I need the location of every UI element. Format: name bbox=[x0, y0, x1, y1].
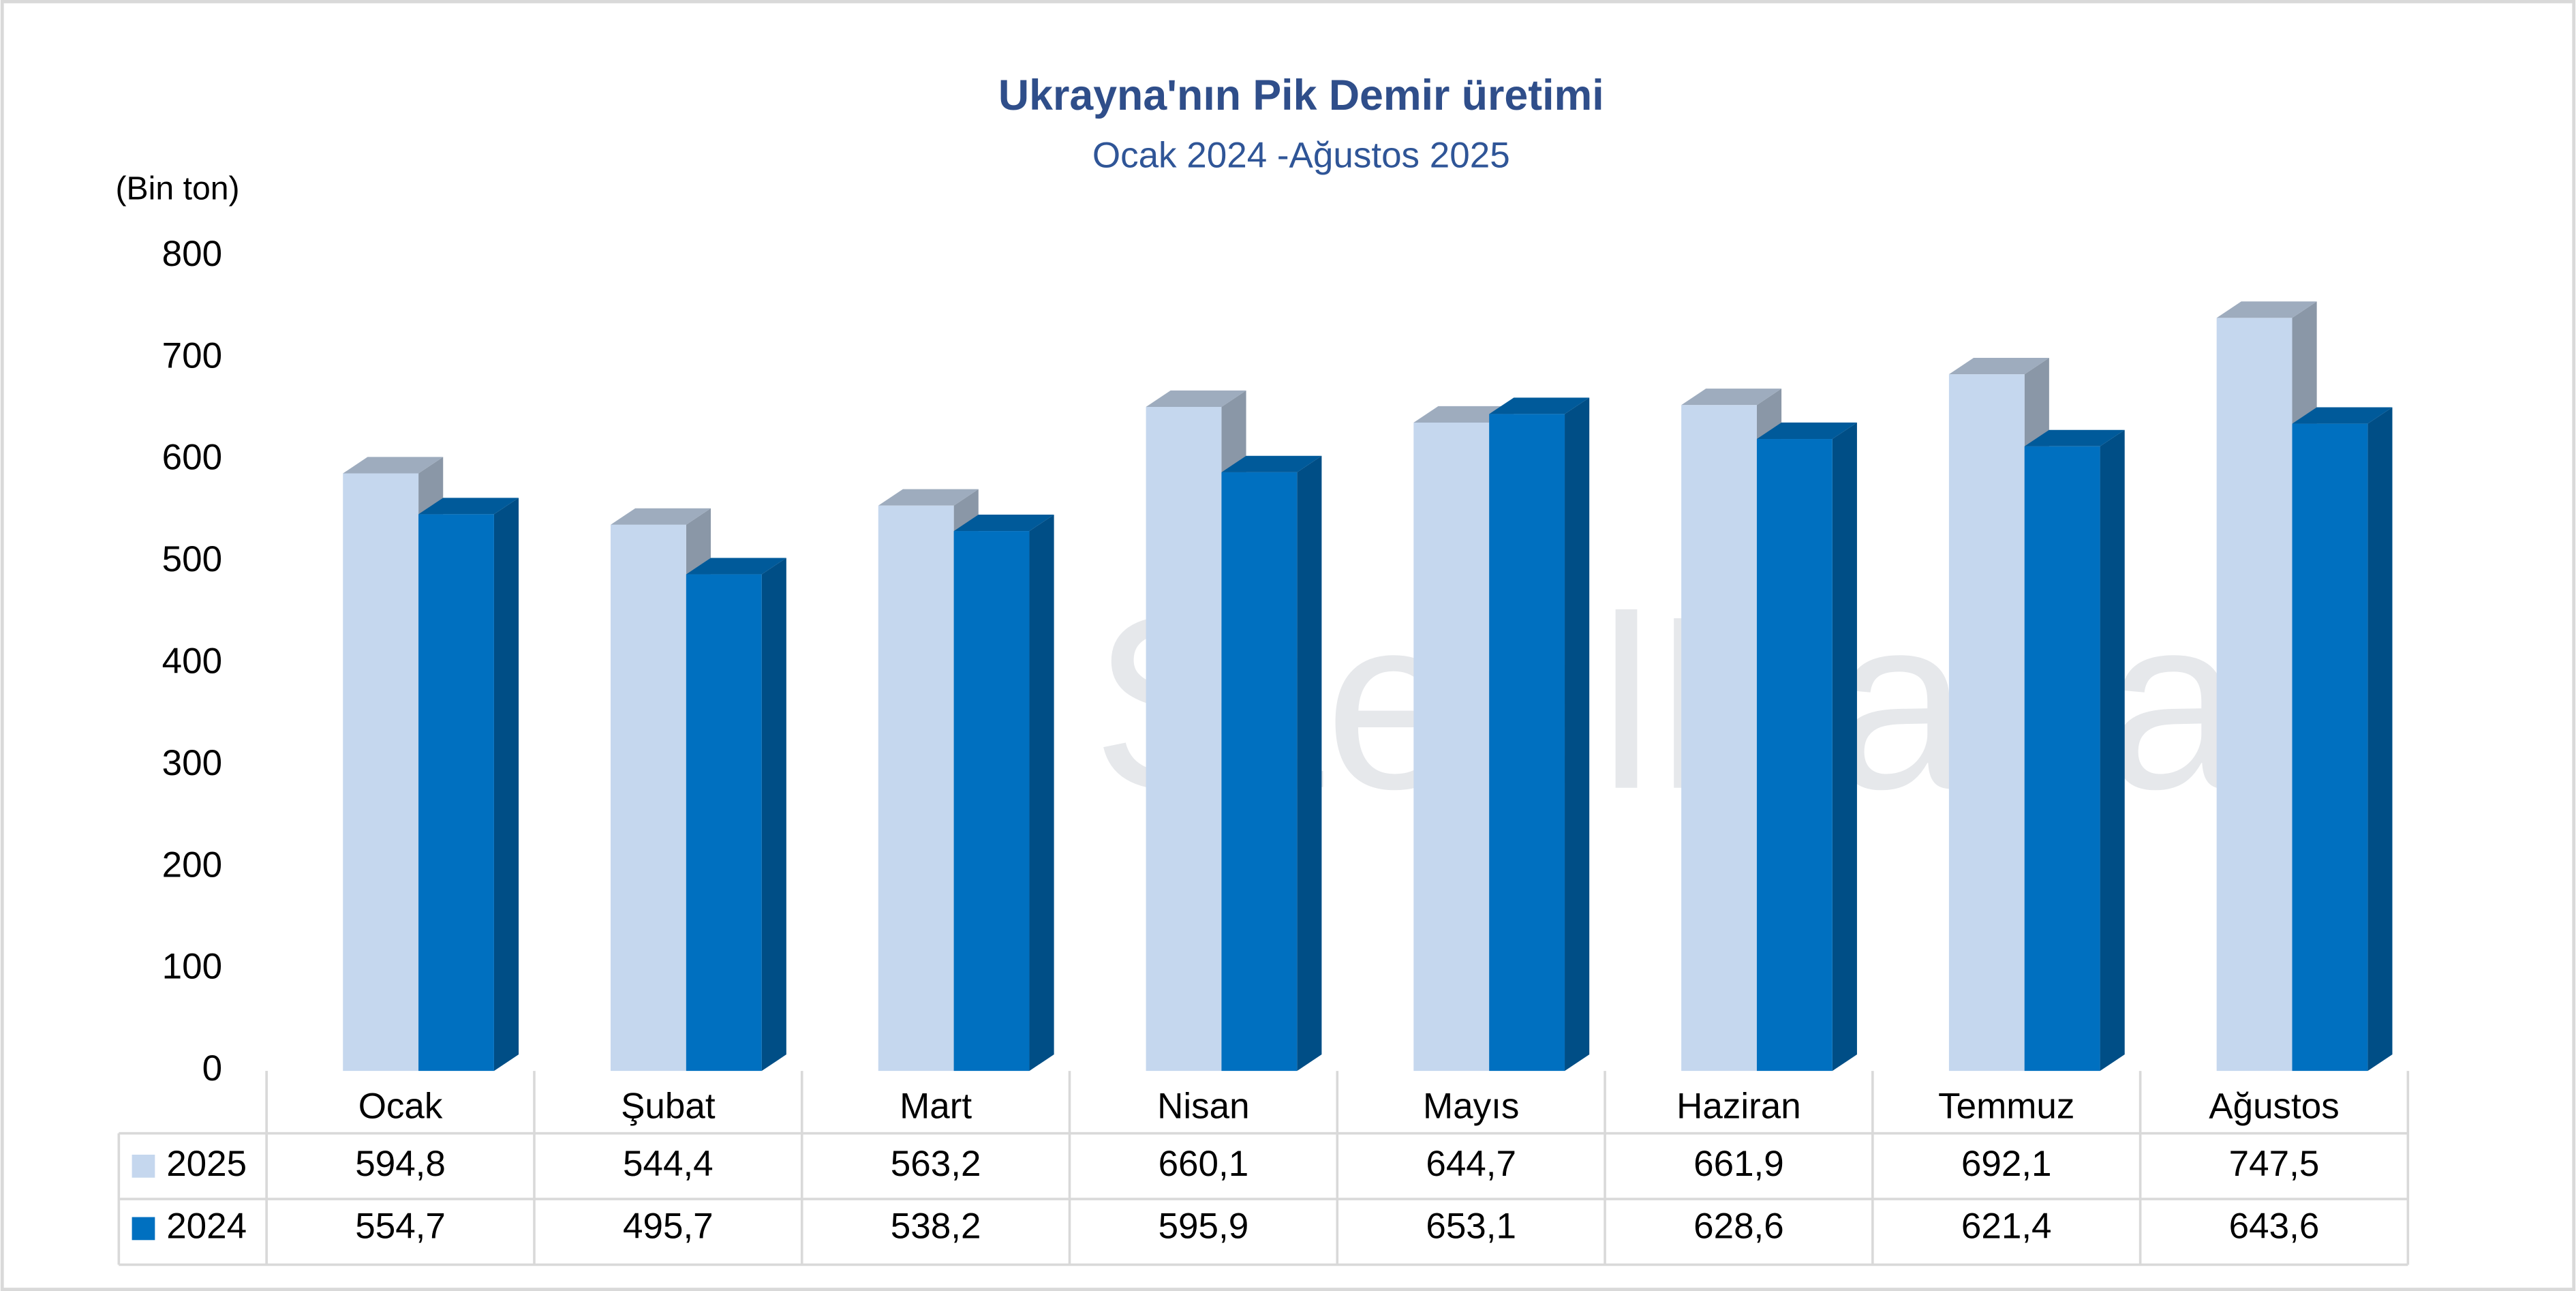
table-value: 644,7 bbox=[1426, 1144, 1516, 1184]
bar bbox=[1681, 405, 1757, 1072]
bar-top bbox=[1489, 397, 1590, 414]
bar-side bbox=[761, 558, 786, 1072]
table-value: 661,9 bbox=[1693, 1144, 1784, 1184]
table-value: 495,7 bbox=[623, 1206, 714, 1246]
chart-title: Ukrayna'nın Pik Demir üretimi bbox=[998, 72, 1604, 119]
table-value: 563,2 bbox=[891, 1144, 981, 1184]
y-tick-label: 400 bbox=[162, 641, 222, 682]
bar bbox=[1489, 414, 1565, 1072]
x-tick-label: Ağustos bbox=[2209, 1087, 2340, 1127]
bar bbox=[878, 505, 954, 1072]
table-value: 628,6 bbox=[1693, 1206, 1784, 1246]
table-value: 554,7 bbox=[355, 1206, 446, 1246]
x-tick-label: Temmuz bbox=[1938, 1087, 2074, 1127]
table-value: 660,1 bbox=[1159, 1144, 1249, 1184]
table-value: 595,9 bbox=[1159, 1206, 1249, 1246]
bar-side bbox=[493, 498, 519, 1072]
bar-top bbox=[2216, 301, 2317, 318]
x-tick-label: Mayıs bbox=[1423, 1087, 1519, 1127]
table-value: 692,1 bbox=[1961, 1144, 2052, 1184]
y-tick-label: 200 bbox=[162, 845, 222, 885]
bar-top bbox=[1221, 455, 1322, 472]
y-tick-label: 800 bbox=[162, 234, 222, 274]
bar bbox=[1756, 439, 1833, 1072]
x-tick-label: Mart bbox=[900, 1087, 972, 1127]
legend-label: 2024 bbox=[166, 1206, 247, 1246]
bar bbox=[2216, 318, 2293, 1072]
y-tick-label: 700 bbox=[162, 335, 222, 376]
bar-side bbox=[1565, 397, 1590, 1072]
y-axis-label: (Bin ton) bbox=[115, 170, 239, 207]
bar-top bbox=[343, 457, 444, 474]
table-value: 747,5 bbox=[2229, 1144, 2320, 1184]
y-tick-label: 500 bbox=[162, 539, 222, 579]
x-tick-label: Haziran bbox=[1676, 1087, 1801, 1127]
bar-top bbox=[1413, 406, 1514, 423]
x-tick-label: Şubat bbox=[621, 1087, 716, 1127]
table-value: 643,6 bbox=[2229, 1206, 2320, 1246]
bar-side bbox=[1832, 422, 1857, 1072]
bar bbox=[1948, 374, 2025, 1072]
y-tick-label: 300 bbox=[162, 743, 222, 783]
bar-top bbox=[1948, 358, 2049, 375]
table-value: 544,4 bbox=[623, 1144, 714, 1184]
bar bbox=[418, 514, 494, 1072]
bar bbox=[686, 574, 762, 1072]
x-tick-label: Nisan bbox=[1157, 1087, 1250, 1127]
bar-side bbox=[1297, 455, 1322, 1072]
bar bbox=[2024, 446, 2100, 1072]
bar-top bbox=[878, 489, 979, 506]
bar bbox=[2292, 423, 2368, 1072]
bar bbox=[1146, 406, 1222, 1072]
bar bbox=[1221, 472, 1298, 1072]
bar-side bbox=[2367, 407, 2393, 1072]
chart-subtitle: Ocak 2024 -Ağustos 2025 bbox=[1092, 135, 1510, 175]
bar-top bbox=[1146, 390, 1246, 407]
bar-top bbox=[953, 514, 1054, 532]
bar-top bbox=[1681, 389, 1782, 406]
bar-top bbox=[611, 508, 711, 525]
legend-swatch bbox=[132, 1154, 155, 1178]
bar-top bbox=[2024, 429, 2125, 446]
bar-top bbox=[418, 498, 519, 515]
bar-side bbox=[2100, 429, 2125, 1072]
bar bbox=[343, 473, 419, 1072]
table-value: 653,1 bbox=[1426, 1206, 1516, 1246]
legend-label: 2025 bbox=[166, 1144, 247, 1184]
bar bbox=[1413, 422, 1490, 1072]
table-value: 621,4 bbox=[1961, 1206, 2052, 1246]
y-tick-label: 0 bbox=[202, 1048, 222, 1089]
bar-top bbox=[2292, 407, 2393, 424]
y-tick-label: 100 bbox=[162, 947, 222, 987]
bar-side bbox=[1029, 514, 1054, 1072]
bar bbox=[953, 531, 1030, 1072]
bar-top bbox=[1756, 422, 1857, 440]
legend-swatch bbox=[132, 1217, 155, 1241]
table-value: 538,2 bbox=[891, 1206, 981, 1246]
bar-top bbox=[686, 558, 786, 575]
table-value: 594,8 bbox=[355, 1144, 446, 1184]
y-tick-label: 600 bbox=[162, 438, 222, 478]
x-tick-label: Ocak bbox=[358, 1087, 443, 1127]
bar bbox=[611, 524, 686, 1072]
